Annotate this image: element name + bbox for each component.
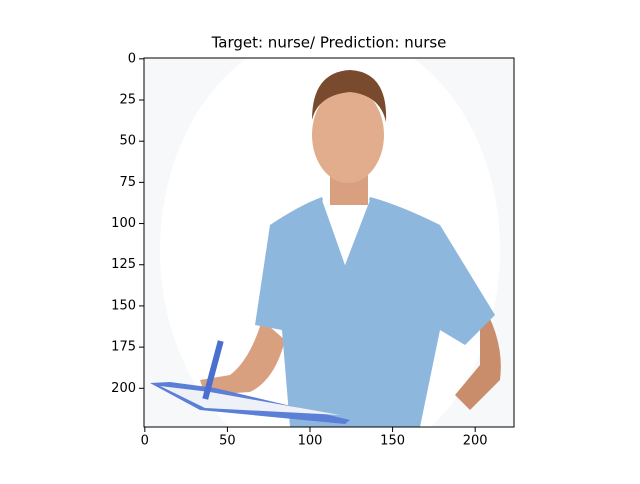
y-tick-label: 25 — [119, 93, 136, 108]
y-tick-label: 100 — [111, 216, 136, 231]
chart-title: Target: nurse/ Prediction: nurse — [211, 34, 447, 52]
axes-frame — [143, 57, 515, 428]
y-tick-label: 0 — [128, 51, 136, 66]
y-tick-label: 150 — [111, 298, 136, 313]
y-tick-label: 200 — [111, 381, 136, 396]
x-tick-label: 50 — [219, 434, 236, 449]
y-tick-label: 125 — [111, 257, 136, 272]
x-tick-label: 0 — [141, 434, 149, 449]
y-tick-label: 50 — [119, 134, 136, 149]
y-tick-label: 75 — [119, 175, 136, 190]
y-tick-label: 175 — [111, 340, 136, 355]
image — [144, 58, 514, 427]
x-tick-label: 150 — [380, 434, 405, 449]
x-tick-label: 200 — [463, 434, 488, 449]
x-tick-label: 100 — [298, 434, 323, 449]
